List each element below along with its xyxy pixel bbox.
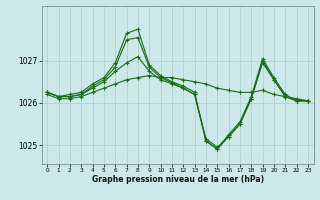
X-axis label: Graphe pression niveau de la mer (hPa): Graphe pression niveau de la mer (hPa) [92,175,264,184]
